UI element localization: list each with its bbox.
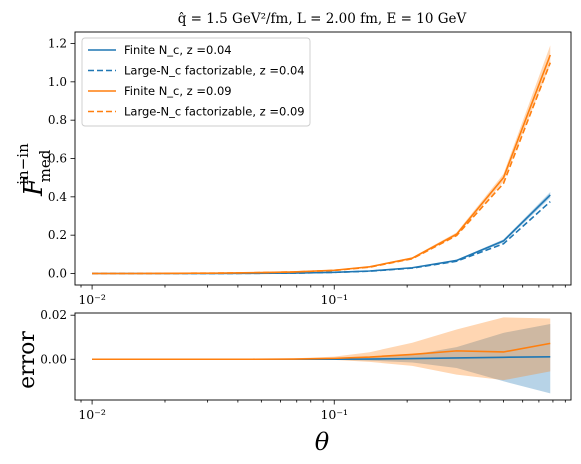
x-tick-label: 10⁻¹ bbox=[320, 292, 348, 307]
x-tick-label: 10⁻¹ bbox=[320, 407, 348, 422]
main-y-label: F in−in med bbox=[14, 143, 54, 197]
svg-text:in−in: in−in bbox=[14, 143, 32, 185]
chart-title: q̂ = 1.5 GeV²/fm, L = 2.00 fm, E = 10 Ge… bbox=[178, 11, 467, 27]
legend-label: Large-N_c factorizable, z =0.09 bbox=[124, 105, 305, 119]
y-tick-label: 0.4 bbox=[48, 190, 67, 204]
x-axis-label: θ bbox=[315, 428, 330, 456]
y-tick-label: 0.2 bbox=[48, 228, 67, 242]
legend: Finite N_c, z =0.04 Large-N_c factorizabl… bbox=[82, 38, 310, 126]
error-y-label: error bbox=[15, 331, 40, 389]
error-panel: 10⁻² 10⁻¹ 0.00 0.02 bbox=[40, 308, 571, 422]
main-panel: 10⁻² 10⁻¹0.00.20.40.60.81.01.2 Finite N_c… bbox=[48, 32, 571, 307]
svg-text:med: med bbox=[36, 149, 54, 182]
legend-label: Large-N_c factorizable, z =0.04 bbox=[124, 64, 305, 78]
y-tick-label: 0.00 bbox=[40, 352, 67, 366]
y-tick-label: 1.2 bbox=[48, 37, 67, 51]
series-line-1 bbox=[92, 202, 550, 274]
legend-label: Finite N_c, z =0.04 bbox=[124, 43, 232, 57]
error-bands bbox=[92, 317, 550, 393]
x-tick-label: 10⁻² bbox=[78, 407, 106, 422]
y-tick-label: 0.0 bbox=[48, 267, 67, 281]
uncertainty-band-1 bbox=[92, 317, 550, 380]
legend-label: Finite N_c, z =0.09 bbox=[124, 84, 232, 98]
y-tick-label: 0.8 bbox=[48, 113, 67, 127]
y-tick-label: 1.0 bbox=[48, 75, 67, 89]
x-tick-label: 10⁻² bbox=[78, 292, 106, 307]
y-tick-label: 0.02 bbox=[40, 308, 67, 322]
